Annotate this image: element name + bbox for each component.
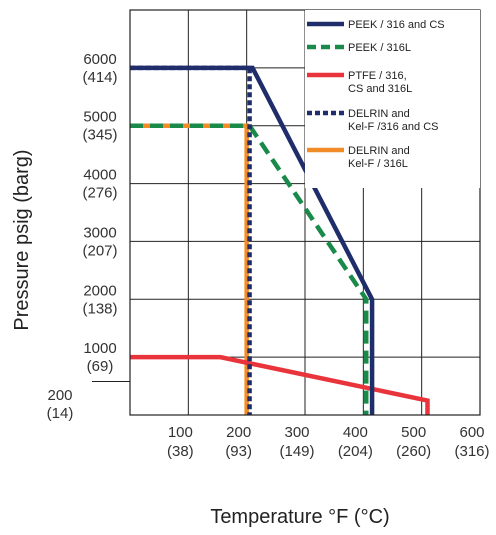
y-tick-sublabel: (69)	[87, 358, 114, 375]
legend-label: DELRIN and Kel-F /316 and CS	[348, 108, 439, 133]
y-tick-label: 6000	[83, 51, 116, 68]
y-tick-sublabel: (276)	[82, 185, 117, 202]
x-tick-label: 300	[284, 424, 309, 441]
x-tick-sublabel: (260)	[396, 443, 431, 460]
x-tick-label: 400	[343, 424, 368, 441]
x-tick-label: 600	[459, 424, 484, 441]
x-tick-label: 100	[168, 424, 193, 441]
y-tick-label: 4000	[83, 167, 116, 184]
y-tick-label: 200	[47, 387, 72, 404]
legend-box	[305, 10, 480, 188]
x-tick-labels: 100 (38) 200 (93) 300 (149) 400 (204) 500 (260) 60…	[167, 424, 490, 460]
y-tick-label: 2000	[83, 282, 116, 299]
y-tick-sublabel: (345)	[82, 127, 117, 144]
y-tick-label: 1000	[83, 340, 116, 357]
series-line-1	[130, 123, 369, 415]
x-tick-sublabel: (93)	[225, 443, 252, 460]
y-tick-sublabel: (207)	[82, 242, 117, 259]
x-tick-sublabel: (316)	[454, 443, 489, 460]
series-line-4	[130, 123, 249, 415]
y-axis-title: Pressure psig (barg)	[11, 149, 33, 330]
y-tick-sublabel: (138)	[82, 300, 117, 317]
legend-label: DELRIN and Kel-F / 316L	[348, 145, 410, 170]
legend-label: PTFE / 316, CS and 316L	[348, 70, 412, 95]
legend-label: PEEK / 316L	[348, 42, 411, 54]
legend: PEEK / 316 and CS PEEK / 316L PTFE / 316, C…	[305, 10, 480, 188]
y-tick-sublabel: (14)	[47, 405, 74, 422]
x-tick-sublabel: (38)	[167, 443, 194, 460]
y-tick-labels: 200(14) 1000(69) 2000(138) 3000(207) 4000(27…	[47, 51, 118, 422]
series-layer	[130, 65, 430, 415]
x-axis-title: Temperature °F (°C)	[210, 506, 389, 528]
x-tick-sublabel: (149)	[279, 443, 314, 460]
series-line-2	[130, 354, 430, 415]
x-tick-sublabel: (204)	[338, 443, 373, 460]
x-tick-label: 500	[401, 424, 426, 441]
y-tick-sublabel: (414)	[82, 69, 117, 86]
y-tick-label: 5000	[83, 109, 116, 126]
y-tick-label: 3000	[83, 224, 116, 241]
legend-label: PEEK / 316 and CS	[348, 19, 445, 31]
x-tick-label: 200	[226, 424, 251, 441]
